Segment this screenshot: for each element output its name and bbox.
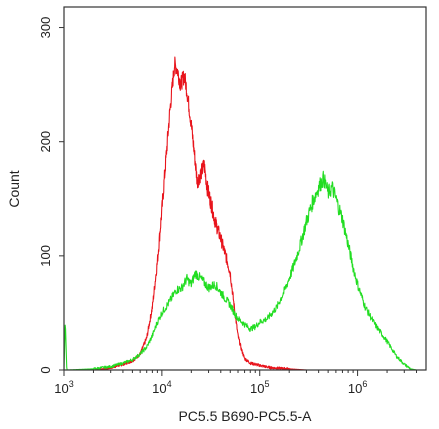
- x-tick-label: 106: [348, 379, 367, 396]
- series-line-2: [63, 170, 417, 371]
- y-tick-label: 200: [38, 131, 53, 153]
- x-tick-label: 104: [152, 379, 171, 396]
- y-tick-label: 100: [38, 245, 53, 267]
- plot-frame: [63, 6, 427, 371]
- y-axis: 0 100 200 300: [38, 17, 64, 374]
- y-tick-label: 300: [38, 17, 53, 39]
- x-tick-label: 105: [250, 379, 269, 396]
- series-line-1: [93, 56, 307, 371]
- x-tick-label: 103: [54, 379, 73, 396]
- x-axis: 103 104 105 106: [54, 370, 418, 396]
- y-tick-label: 0: [38, 366, 53, 373]
- x-axis-title: PC5.5 B690-PC5.5-A: [178, 408, 312, 424]
- y-axis-title: Count: [6, 170, 22, 207]
